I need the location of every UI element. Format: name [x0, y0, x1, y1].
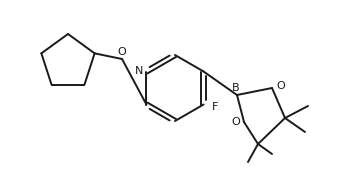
Text: O: O — [277, 81, 286, 91]
Text: B: B — [232, 83, 240, 93]
Text: F: F — [212, 102, 218, 111]
Text: N: N — [135, 66, 143, 75]
Text: O: O — [232, 117, 240, 127]
Text: O: O — [118, 47, 126, 57]
